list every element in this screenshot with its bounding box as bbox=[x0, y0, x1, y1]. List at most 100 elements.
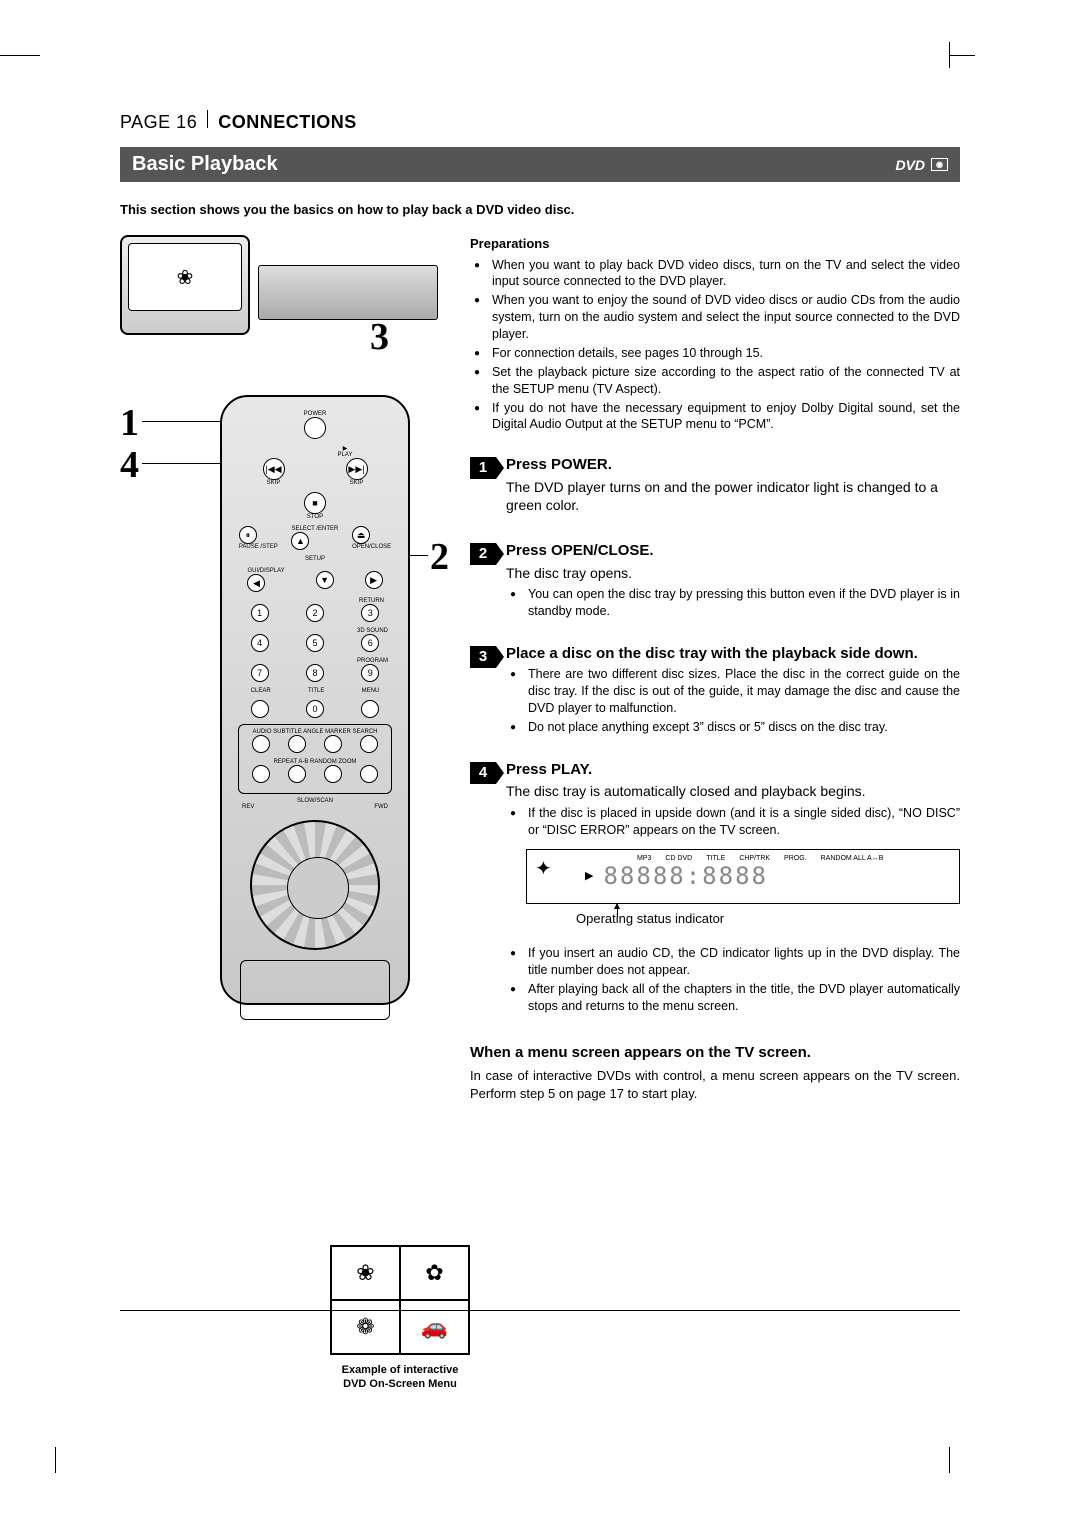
ab-button bbox=[288, 765, 306, 783]
cd-logo: ◉ bbox=[931, 158, 948, 171]
step-bullets: You can open the disc tray by pressing t… bbox=[506, 586, 960, 620]
skip-next-button: ▶▶| bbox=[346, 458, 368, 480]
callout-2: 2 bbox=[430, 535, 449, 579]
random-button bbox=[324, 765, 342, 783]
dvd-player-illustration bbox=[258, 265, 438, 320]
audio-button bbox=[252, 735, 270, 753]
step-bullets: There are two different disc sizes. Plac… bbox=[506, 666, 960, 736]
page-number: PAGE 16 bbox=[120, 112, 197, 133]
post-bullets: If you insert an audio CD, the CD indica… bbox=[506, 945, 960, 1015]
section-name: CONNECTIONS bbox=[218, 112, 357, 133]
step-title: Press POWER. bbox=[506, 455, 960, 475]
pause-button: ⏸ bbox=[239, 526, 257, 544]
step-number: 3 bbox=[470, 646, 496, 668]
crop-mark bbox=[0, 55, 40, 56]
menu-cell: ❀ bbox=[331, 1246, 400, 1300]
menu-label: MENU bbox=[362, 688, 380, 694]
step-bullets: If the disc is placed in upside down (an… bbox=[506, 805, 960, 839]
num-6: 6 bbox=[361, 634, 379, 652]
step-bullet: There are two different disc sizes. Plac… bbox=[506, 666, 960, 717]
subtitle-button bbox=[288, 735, 306, 753]
step-desc: The DVD player turns on and the power in… bbox=[506, 478, 960, 516]
prep-item: If you do not have the necessary equipme… bbox=[470, 400, 960, 434]
tv-illustration: ❀ bbox=[120, 235, 250, 335]
num-2: 2 bbox=[306, 604, 324, 622]
num-1: 1 bbox=[251, 604, 269, 622]
menu-section-title: When a menu screen appears on the TV scr… bbox=[470, 1043, 960, 1063]
menu-section-desc: In case of interactive DVDs with control… bbox=[470, 1067, 960, 1102]
callout-line bbox=[142, 463, 232, 464]
title-text: Basic Playback bbox=[132, 153, 278, 176]
prep-item: When you want to play back DVD video dis… bbox=[470, 257, 960, 291]
step-number: 4 bbox=[470, 762, 496, 784]
clear-button bbox=[251, 700, 269, 718]
bottom-rule bbox=[120, 1310, 960, 1311]
right-button: ▶ bbox=[365, 571, 383, 589]
left-column: ❀ 3 1 4 2 POWER ▶PLAY |◀◀SKIP ▶▶|SKIP ■S… bbox=[120, 235, 450, 1102]
step-2: 2 Press OPEN/CLOSE. The disc tray opens.… bbox=[470, 541, 960, 622]
example-menu-caption: Example of interactive DVD On-Screen Men… bbox=[330, 1363, 470, 1392]
stop-button: ■ bbox=[304, 492, 326, 514]
step-desc: The disc tray opens. bbox=[506, 564, 960, 583]
preparations-list: When you want to play back DVD video dis… bbox=[470, 257, 960, 434]
right-column: Preparations When you want to play back … bbox=[470, 235, 960, 1102]
display-status-icon: ✦ bbox=[535, 856, 575, 896]
display-arrow bbox=[617, 903, 618, 917]
rev-label: REV bbox=[242, 804, 254, 810]
row1-label: AUDIO SUBTITLE ANGLE MARKER SEARCH bbox=[243, 729, 387, 735]
menu-section: When a menu screen appears on the TV scr… bbox=[470, 1043, 960, 1102]
post-bullet: After playing back all of the chapters i… bbox=[506, 981, 960, 1015]
remote-illustration: POWER ▶PLAY |◀◀SKIP ▶▶|SKIP ■STOP ⏸PAUSE… bbox=[220, 395, 410, 1005]
menu-cell: ✿ bbox=[400, 1246, 469, 1300]
intro-text: This section shows you the basics on how… bbox=[120, 202, 960, 217]
menu-cell: 🚗 bbox=[400, 1300, 469, 1354]
step-bullet: You can open the disc tray by pressing t… bbox=[506, 586, 960, 620]
step-title: Press OPEN/CLOSE. bbox=[506, 541, 960, 561]
step-bullet: Do not place anything except 3” discs or… bbox=[506, 719, 960, 736]
crop-mark-br bbox=[949, 1447, 950, 1473]
up-button: ▲ bbox=[291, 532, 309, 550]
menu-button bbox=[361, 700, 379, 718]
num-3: 3 bbox=[361, 604, 379, 622]
display-panel: MP3 CD DVD TITLE CHP/TRK PROG. RANDOM AL… bbox=[526, 849, 960, 904]
post-bullet: If you insert an audio CD, the CD indica… bbox=[506, 945, 960, 979]
callout-4: 4 bbox=[120, 443, 139, 487]
content-columns: ❀ 3 1 4 2 POWER ▶PLAY |◀◀SKIP ▶▶|SKIP ■S… bbox=[120, 235, 960, 1102]
step-4: 4 Press PLAY. The disc tray is automatic… bbox=[470, 760, 960, 1017]
step-desc: The disc tray is automatically closed an… bbox=[506, 782, 960, 801]
marker-button bbox=[360, 735, 378, 753]
jog-dial bbox=[250, 820, 380, 950]
step-title: Press PLAY. bbox=[506, 760, 960, 780]
num-7: 7 bbox=[251, 664, 269, 682]
tv-dvd-illustration: ❀ bbox=[120, 235, 450, 335]
step-1: 1 Press POWER. The DVD player turns on a… bbox=[470, 455, 960, 519]
num-9: 9 bbox=[361, 664, 379, 682]
down-button: ▼ bbox=[316, 571, 334, 589]
display-digits: 88888:8888 bbox=[603, 860, 768, 892]
play-label: ▶PLAY bbox=[292, 445, 398, 458]
clear-label: CLEAR bbox=[251, 688, 271, 694]
title-bar: Basic Playback DVD ◉ bbox=[120, 147, 960, 182]
example-menu-grid: ❀ ✿ ❁ 🚗 bbox=[330, 1245, 470, 1355]
example-menu: ❀ ✿ ❁ 🚗 Example of interactive DVD On-Sc… bbox=[330, 1245, 470, 1392]
title-label: TITLE bbox=[308, 688, 324, 694]
num-0: 0 bbox=[306, 700, 324, 718]
open-close-button: ⏏ bbox=[352, 526, 370, 544]
display-caption: Operating status indicator bbox=[576, 910, 960, 928]
display-labels: MP3 CD DVD TITLE CHP/TRK PROG. RANDOM AL… bbox=[637, 854, 883, 863]
angle-button bbox=[324, 735, 342, 753]
zoom-button bbox=[360, 765, 378, 783]
step-bullet: If the disc is placed in upside down (an… bbox=[506, 805, 960, 839]
dvd-logo: DVD bbox=[895, 157, 925, 173]
page-header: PAGE 16 CONNECTIONS bbox=[120, 110, 960, 133]
skip-prev-button: |◀◀ bbox=[263, 458, 285, 480]
tv-screen: ❀ bbox=[128, 243, 242, 311]
step-title: Place a disc on the disc tray with the p… bbox=[506, 644, 960, 664]
callout-3: 3 bbox=[370, 315, 389, 359]
step-3: 3 Place a disc on the disc tray with the… bbox=[470, 644, 960, 738]
num-8: 8 bbox=[306, 664, 324, 682]
prep-item: Set the playback picture size according … bbox=[470, 364, 960, 398]
callout-1: 1 bbox=[120, 401, 139, 445]
page-content: PAGE 16 CONNECTIONS Basic Playback DVD ◉… bbox=[120, 110, 960, 1102]
crop-mark-tr2 bbox=[949, 55, 975, 56]
